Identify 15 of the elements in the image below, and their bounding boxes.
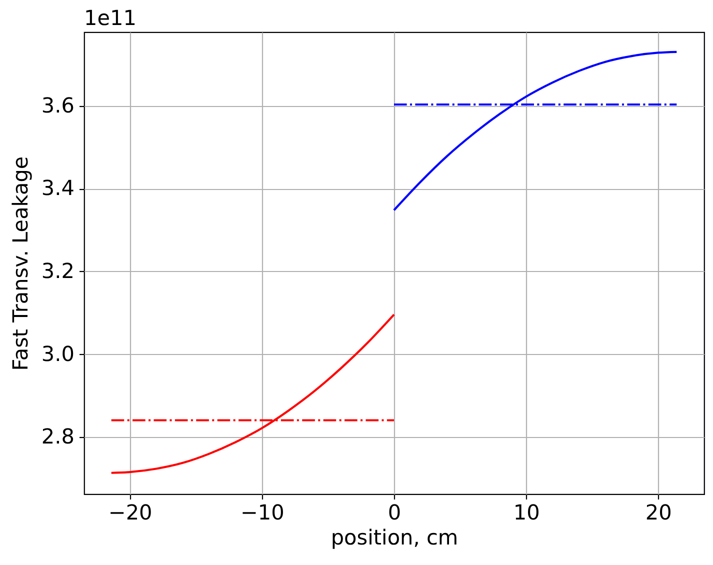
y-tick-label: 2.8 — [41, 424, 74, 449]
text: 1e11 — [84, 6, 136, 30]
x-tick-label: −20 — [108, 500, 152, 524]
x-tick-label: −10 — [240, 500, 284, 524]
line-series — [110, 314, 396, 474]
y-tick-label: 3.2 — [41, 258, 74, 283]
x-tick-label: 0 — [388, 500, 402, 524]
x-tick-label: 10 — [513, 500, 540, 524]
x-tick-label: 20 — [645, 500, 672, 524]
y-tick-label: 3.4 — [41, 176, 74, 200]
line-series — [392, 50, 678, 212]
y-axis-title: Fast Transv. Leakage — [8, 156, 32, 371]
x-axis-title: position, cm — [330, 525, 458, 550]
y-tick-label: 3.0 — [41, 342, 74, 366]
y-tick-label: 3.6 — [41, 93, 74, 118]
